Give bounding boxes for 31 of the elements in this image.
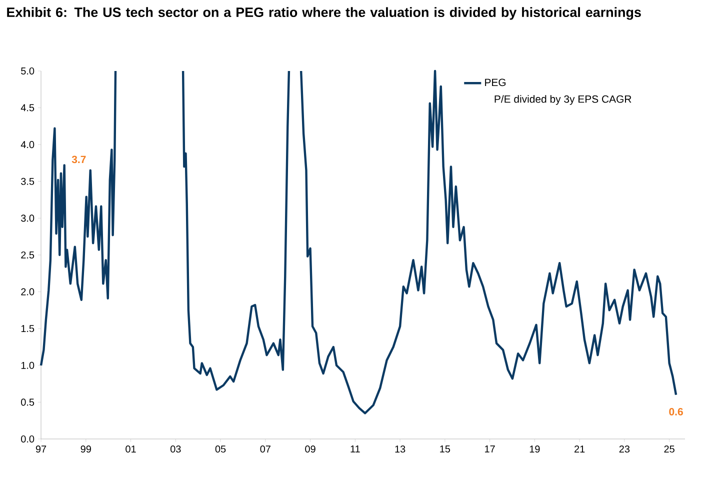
x-tick-label: 23 (619, 446, 630, 453)
y-tick-label: 5.0 (21, 67, 34, 75)
x-tick-label: 13 (395, 446, 406, 453)
y-tick-label: 0.5 (21, 398, 34, 406)
y-tick-label: 3.0 (21, 214, 34, 222)
y-tick-label: 4.5 (20, 104, 34, 112)
x-tick-label: 97 (36, 446, 46, 453)
annotation: 0.6 (669, 408, 683, 416)
y-tick-label: 4.0 (20, 141, 34, 148)
y-tick-label: 1.0 (21, 362, 34, 369)
x-tick-label: 03 (170, 446, 181, 453)
y-tick-label: 2.0 (21, 288, 34, 296)
annotation: 3.7 (72, 156, 86, 164)
y-tick-label: 1.5 (21, 325, 34, 332)
y-tick-label: 0.0 (21, 435, 34, 443)
x-tick-label: 99 (80, 446, 91, 453)
y-tick-label: 3.5 (21, 178, 34, 185)
x-tick-label: 17 (485, 446, 495, 452)
chart-title: Exhibit 6: The US tech sector on a PEG ratio where the valuation is divided by historical earnings (7, 7, 641, 20)
x-tick-label: 11 (350, 446, 360, 452)
annotation: P/E divided by 3y EPS CAGR (494, 95, 632, 105)
x-tick-label: 21 (574, 446, 585, 452)
y-tick-label: 2.5 (21, 251, 34, 259)
x-tick-label: 19 (530, 446, 540, 453)
x-tick-label: 05 (215, 446, 226, 453)
x-tick-label: 25 (664, 446, 674, 453)
x-tick-label: 01 (126, 446, 136, 453)
legend-label: PEG (485, 78, 506, 86)
x-tick-label: 15 (440, 446, 450, 452)
x-tick-label: 07 (260, 446, 270, 453)
x-tick-label: 09 (305, 446, 316, 453)
